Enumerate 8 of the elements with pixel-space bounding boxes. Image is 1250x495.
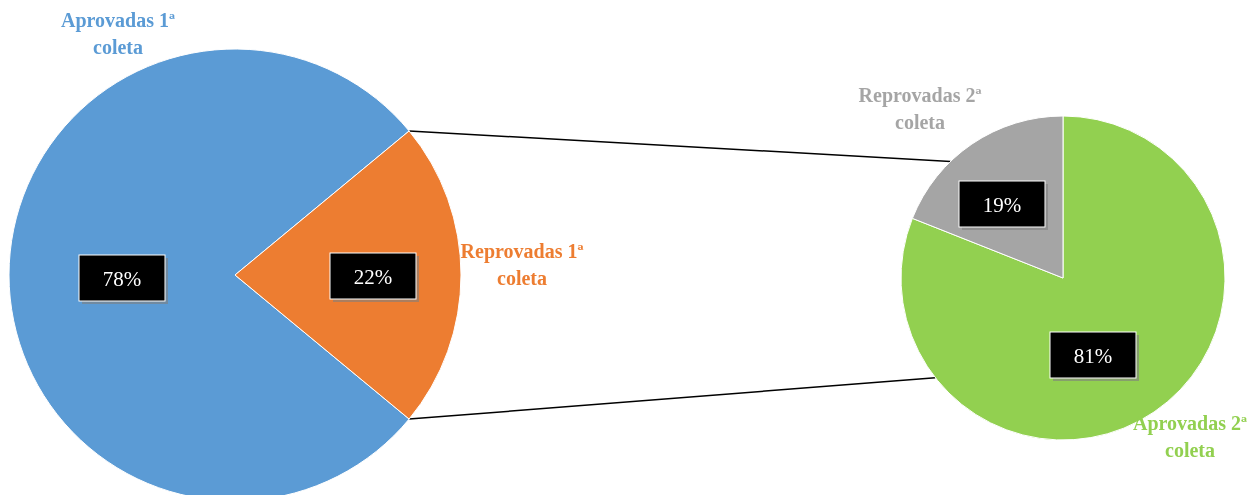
slice-label: Reprovadas 1ª coleta [460, 240, 584, 289]
data-label: 78% [102, 267, 142, 291]
data-label: 81% [1073, 344, 1113, 368]
slice-label: Aprovadas 2ª coleta [1133, 412, 1247, 461]
data-label: 22% [353, 265, 393, 289]
slice-label: Aprovadas 1ª coleta [61, 9, 175, 58]
slice-label: Reprovadas 2ª coleta [858, 84, 982, 133]
data-label: 19% [982, 193, 1022, 217]
